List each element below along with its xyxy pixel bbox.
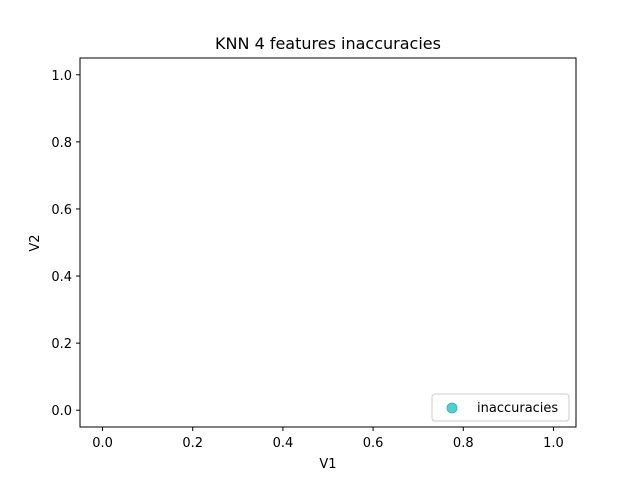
y-axis-ticks: 0.0 0.2 0.4 0.6 0.8 1.0	[51, 69, 80, 419]
x-tick-label: 0.2	[182, 436, 203, 451]
y-axis-label: V2	[28, 234, 43, 251]
x-tick-label: 0.0	[92, 436, 113, 451]
chart-title: KNN 4 features inaccuracies	[215, 34, 441, 53]
x-axis-label: V1	[319, 457, 336, 472]
y-tick-label: 0.4	[51, 270, 72, 285]
x-tick-label: 1.0	[543, 436, 564, 451]
legend-label: inaccuracies	[477, 401, 558, 416]
plot-area	[79, 57, 577, 428]
legend: inaccuracies	[431, 393, 570, 422]
x-axis-ticks: 0.0 0.2 0.4 0.6 0.8 1.0	[92, 427, 564, 451]
y-tick-label: 1.0	[51, 69, 72, 84]
x-tick-label: 0.4	[273, 436, 294, 451]
legend-marker	[446, 402, 458, 414]
y-tick-label: 0.8	[51, 136, 72, 151]
x-tick-label: 0.6	[363, 436, 384, 451]
y-tick-label: 0.6	[51, 203, 72, 218]
x-tick-label: 0.8	[453, 436, 474, 451]
legend-box	[431, 393, 570, 422]
y-tick-label: 0.0	[51, 404, 72, 419]
y-tick-label: 0.2	[51, 337, 72, 352]
